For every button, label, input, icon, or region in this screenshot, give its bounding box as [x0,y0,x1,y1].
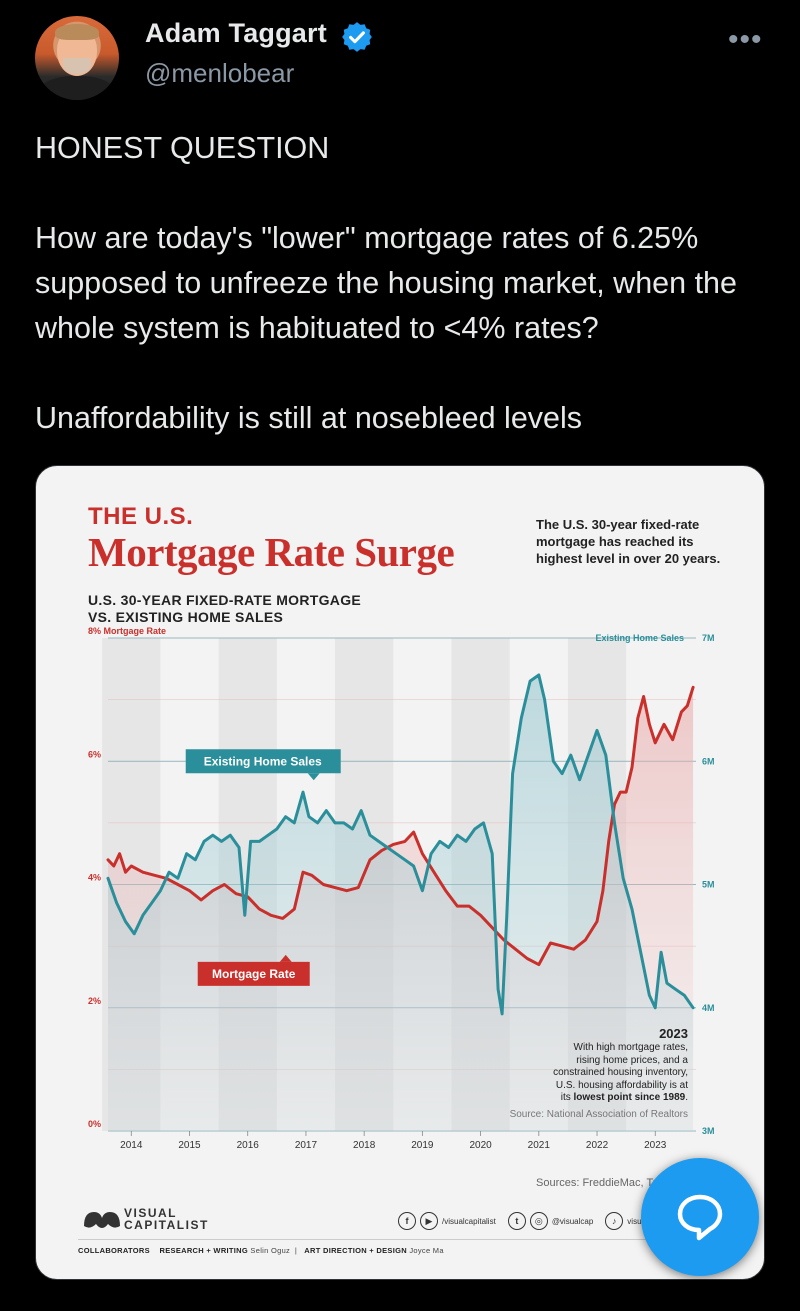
social-handle[interactable]: @visualcap [551,1216,594,1226]
footer-divider [78,1239,724,1240]
series-line-existing-home-sales [106,673,695,1016]
right-axis-title: Existing Home Sales [595,633,684,643]
right-tick-label: 3M [702,1126,715,1136]
series-line-mortgage-rate [106,685,695,967]
x-tick-label: 2015 [178,1140,201,1151]
brand-name: VISUAL CAPITALIST [124,1207,209,1231]
left-tick-label: 6% [88,749,101,759]
annotation-line: rising home prices, and a [576,1054,688,1066]
tweet-paragraph: How are today's "lower" mortgage rates o… [35,221,737,345]
infographic-title: Mortgage Rate Surge [88,529,455,575]
brand-line: CAPITALIST [124,1218,209,1232]
youtube-icon[interactable]: ▶ [420,1212,438,1230]
tweet-header: Adam Taggart @menlobear ••• [0,0,800,110]
infographic-callout: The U.S. 30-year fixed-rate mortgage has… [536,517,721,566]
instagram-icon[interactable]: ◎ [529,1212,548,1230]
x-tick-label: 2018 [353,1140,376,1151]
x-tick-label: 2014 [120,1140,143,1151]
annotation-text: . [685,1092,688,1103]
label-box [197,961,310,986]
credits: COLLABORATORS RESEARCH + WRITING Selin O… [78,1246,444,1255]
left-tick-label: 0% [88,1119,101,1129]
right-tick-label: 7M [702,633,715,643]
annotation-source: Source: National Association of Realtors [509,1108,688,1120]
right-tick-label: 6M [702,756,715,766]
series-label-mortgage-rate: Mortgage Rate [197,954,310,986]
author-name[interactable]: Adam Taggart [145,18,327,48]
brand-line: VISUAL [124,1206,178,1220]
x-tick-label: 2022 [586,1140,609,1151]
mortgage-vs-sales-chart: 0% 2% 4% 6% 8% Mortgage Rate 3M 4M 5M 6M 7M Existi… [88,626,715,1151]
annotation-line: its lowest point since 1989. [506,1092,688,1105]
verified-badge-icon [342,22,372,52]
left-tick-label: 4% [88,873,101,883]
series-area-existing-home-sales [108,675,694,1131]
series-label-existing-home-sales: Existing Home Sales [185,749,341,781]
avatar[interactable] [35,16,119,100]
chart-subtitle-line: U.S. 30-YEAR FIXED-RATE MORTGAGE [88,592,362,608]
credits-role: ART DIRECTION + DESIGN [304,1246,407,1255]
label-pointer [279,954,292,962]
left-tick-label: 8% Mortgage Rate [88,626,166,636]
infographic-kicker: THE U.S. [88,503,194,530]
right-tick-label: 4M [702,1003,715,1013]
annotation-line: With high mortgage rates, [573,1042,689,1053]
chart-subtitle: U.S. 30-YEAR FIXED-RATE MORTGAGE VS. EXI… [88,592,361,626]
x-tick-label: 2023 [644,1140,667,1151]
annotation-emphasis: lowest point since 1989 [573,1092,686,1103]
facebook-icon[interactable]: f [398,1212,416,1230]
label-text: Mortgage Rate [212,967,296,981]
chart-annotation: 2023 With high mortgage rates, rising ho… [506,1026,688,1121]
credits-label: COLLABORATORS [78,1246,150,1255]
media-image[interactable]: THE U.S. Mortgage Rate Surge The U.S. 30… [35,465,765,1280]
tweet-paragraph: Unaffordability is still at nosebleed le… [35,401,583,435]
credits-person: Joyce Ma [409,1246,444,1255]
visual-capitalist-logo-icon [84,1212,120,1228]
label-box [185,749,341,774]
x-tick-label: 2019 [411,1140,434,1151]
credits-role: RESEARCH + WRITING [159,1246,249,1255]
label-pointer [307,773,320,781]
tweet-text: HONEST QUESTION How are today's "lower" … [35,126,770,441]
chat-bubble-icon [677,1194,723,1241]
more-options-icon[interactable]: ••• [728,23,763,56]
social-handle[interactable]: /visualcapitalist [442,1216,496,1226]
credits-person: Selin Oguz [250,1246,291,1255]
label-text: Existing Home Sales [204,754,322,768]
annotation-text: its [560,1092,574,1103]
author-handle[interactable]: @menlobear [145,58,295,88]
annotation-line: constrained housing inventory, [553,1067,688,1078]
annotation-year: 2023 [659,1026,688,1041]
twitter-icon[interactable]: t [507,1212,526,1230]
x-tick-label: 2020 [469,1140,492,1151]
annotation-line: U.S. housing affordability is at [555,1079,688,1091]
right-tick-label: 5M [702,880,715,890]
x-tick-label: 2017 [295,1140,318,1151]
tweet-paragraph: HONEST QUESTION [35,131,330,165]
x-tick-label: 2021 [528,1140,551,1151]
x-tick-label: 2016 [237,1140,260,1151]
tiktok-icon[interactable]: ♪ [605,1212,624,1230]
chart-subtitle-line: VS. EXISTING HOME SALES [88,609,284,625]
left-tick-label: 2% [88,996,101,1006]
compose-reply-button[interactable] [641,1158,759,1276]
